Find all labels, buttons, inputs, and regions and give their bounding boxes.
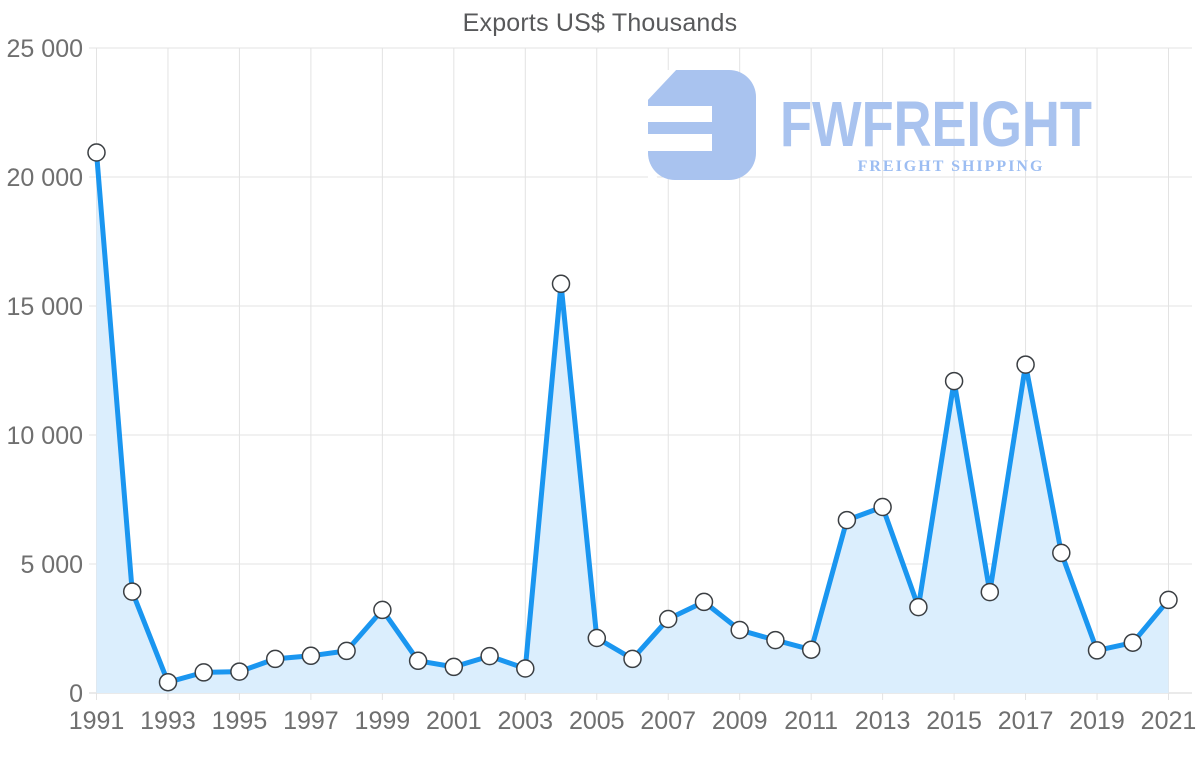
data-point-1991[interactable] [87, 143, 106, 162]
data-point-1998[interactable] [337, 641, 356, 661]
data-point-2008[interactable] [694, 592, 714, 612]
data-point-1997[interactable] [301, 646, 321, 666]
data-point-2021[interactable] [1159, 590, 1178, 610]
x-axis-label: 2003 [497, 707, 553, 735]
data-point-2003[interactable] [516, 659, 535, 678]
x-axis-label: 2007 [640, 707, 696, 735]
data-point-2011[interactable] [801, 640, 821, 659]
data-point-2012[interactable] [837, 510, 857, 530]
x-axis-label: 2021 [1141, 707, 1197, 735]
data-point-2006[interactable] [623, 649, 642, 669]
data-point-2019[interactable] [1087, 641, 1107, 660]
x-axis-label: 2001 [426, 707, 482, 735]
y-axis-label: 0 [69, 680, 83, 708]
area-fill [96, 152, 1169, 693]
data-point-2017[interactable] [1016, 355, 1035, 374]
series-area-fill [96, 152, 1169, 693]
x-axis-labels: 1991 1993 1995 1997 1999 2001 2003 2005 2007 2009… [69, 707, 1197, 735]
data-point-2020[interactable] [1123, 633, 1143, 652]
y-axis-label: 15 000 [7, 293, 83, 321]
x-axis-label: 1995 [212, 707, 268, 735]
chart-title: Exports US$ Thousands [462, 9, 738, 37]
data-point-2004[interactable] [551, 274, 571, 294]
data-point-2007[interactable] [658, 609, 678, 629]
series-markers [87, 143, 1178, 692]
data-point-2010[interactable] [766, 630, 785, 650]
data-point-2001[interactable] [444, 657, 464, 677]
data-point-2005[interactable] [587, 628, 607, 648]
data-point-1995[interactable] [230, 662, 249, 681]
data-point-2016[interactable] [980, 582, 1000, 602]
x-axis-label: 1993 [140, 707, 196, 735]
data-point-2009[interactable] [730, 620, 749, 640]
y-axis-label: 20 000 [7, 164, 83, 192]
data-point-1993[interactable] [158, 672, 178, 692]
data-point-1994[interactable] [194, 663, 213, 682]
y-axis-label: 10 000 [7, 422, 83, 450]
x-axis-label: 1997 [283, 707, 339, 735]
x-axis-label: 2013 [855, 707, 911, 735]
y-axis-label: 5 000 [20, 551, 83, 579]
data-point-1999[interactable] [373, 600, 392, 620]
data-point-2018[interactable] [1052, 543, 1071, 563]
y-axis-label: 25 000 [7, 35, 83, 63]
x-axis-label: 2009 [712, 707, 768, 735]
y-axis-labels: 0 5 000 10 000 15 000 20 000 25 000 [7, 35, 83, 708]
data-point-2015[interactable] [944, 371, 964, 391]
x-axis-label: 1999 [355, 707, 411, 735]
data-point-2013[interactable] [873, 497, 892, 517]
data-point-2014[interactable] [909, 597, 928, 617]
x-axis-label: 2011 [784, 707, 838, 735]
x-axis-label: 1991 [69, 707, 125, 735]
x-axis-label: 2005 [569, 707, 625, 735]
x-axis-label: 2017 [998, 707, 1054, 735]
x-axis-label: 2019 [1069, 707, 1125, 735]
data-point-2002[interactable] [480, 646, 499, 666]
data-point-1992[interactable] [122, 582, 142, 601]
data-point-2000[interactable] [408, 651, 428, 671]
data-point-1996[interactable] [265, 649, 285, 669]
x-axis-label: 2015 [926, 707, 982, 735]
